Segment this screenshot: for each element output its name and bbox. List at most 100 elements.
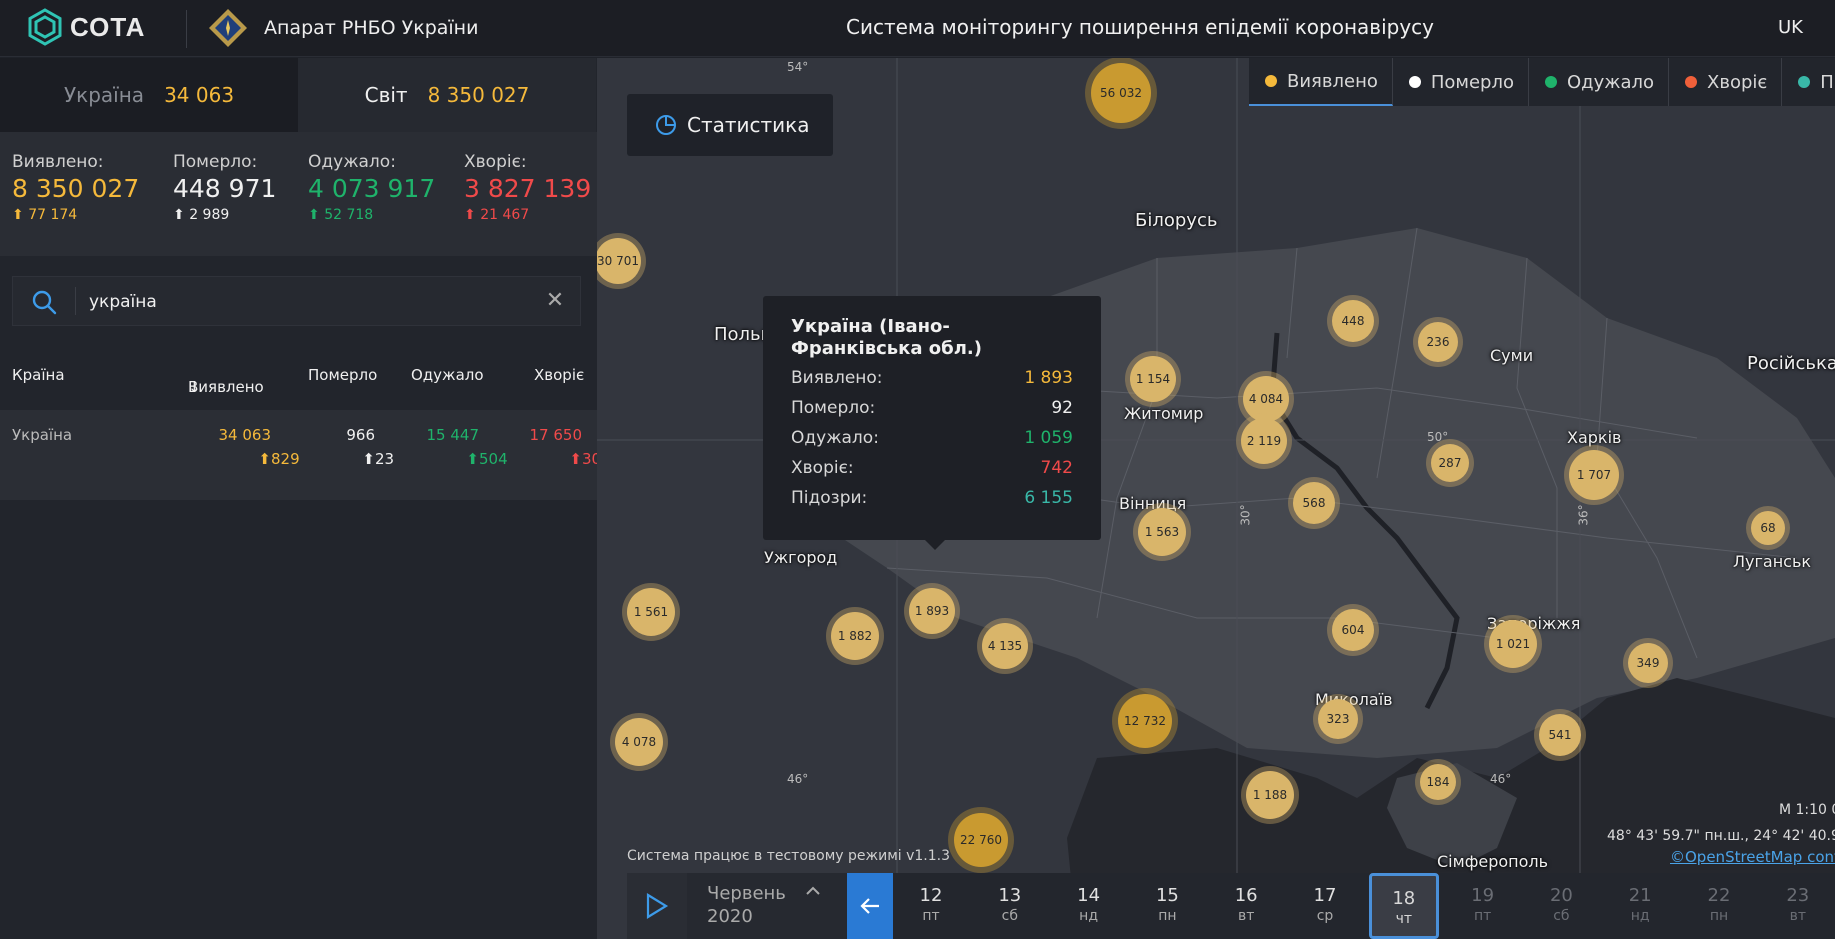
col-country[interactable]: Країна <box>12 366 65 384</box>
day-weekday: вт <box>1237 908 1255 924</box>
cluster-bubble[interactable]: 287 <box>1431 444 1469 482</box>
cluster-bubble[interactable]: 1 561 <box>627 588 675 636</box>
cluster-bubble[interactable]: 4 084 <box>1243 376 1289 422</box>
tooltip-label: Підозри: <box>791 488 868 508</box>
legend-dot <box>1798 76 1811 88</box>
sota-logo-icon <box>28 8 62 46</box>
logo[interactable]: СОТА <box>26 8 145 46</box>
cluster-bubble-selected[interactable]: 1 893 <box>909 588 955 634</box>
col-recovered[interactable]: Одужало <box>411 366 484 384</box>
row-deaths-delta-value: 23 <box>375 450 395 468</box>
day-number: 22 <box>1707 885 1731 906</box>
tooltip-label: Одужало: <box>791 428 879 448</box>
tooltip-label: Виявлено: <box>791 368 883 388</box>
tab-ukraine[interactable]: Україна 34 063 <box>0 58 298 132</box>
clear-search-icon[interactable]: ✕ <box>545 288 565 313</box>
cluster-bubble[interactable]: 1 154 <box>1130 356 1176 402</box>
cluster-bubble[interactable]: 1 707 <box>1569 450 1619 500</box>
cluster-bubble[interactable]: 30 701 <box>597 238 641 284</box>
cluster-bubble[interactable]: 541 <box>1539 714 1581 756</box>
tooltip-label: Хворіє: <box>791 458 854 478</box>
month-selector[interactable]: Червень 2020 <box>687 873 847 939</box>
legend-confirmed[interactable]: Виявлено <box>1249 58 1393 106</box>
day-12[interactable]: 12 пт <box>896 873 966 939</box>
map-scale: М 1:10 0 <box>1779 802 1835 818</box>
total-deaths-delta-value: 2 989 <box>189 207 230 223</box>
legend-deaths-label: Померло <box>1430 71 1514 93</box>
day-13[interactable]: 13 сб <box>975 873 1045 939</box>
play-icon <box>646 893 669 919</box>
cluster-bubble[interactable]: 1 188 <box>1246 771 1294 819</box>
tooltip-value: 1 893 <box>1024 368 1073 388</box>
cluster-bubble[interactable]: 349 <box>1628 643 1668 683</box>
day-20[interactable]: 20 сб <box>1526 873 1596 939</box>
header-divider <box>186 10 187 48</box>
grid-label-30: 30° <box>1238 504 1253 526</box>
pie-chart-icon <box>656 115 676 135</box>
statistics-button[interactable]: Статистика <box>627 94 833 156</box>
table-header: Країна Виявлено ↓ Померло Одужало Хворіє <box>0 354 597 404</box>
legend-sick[interactable]: Хворіє <box>1669 58 1783 106</box>
row-country: Україна <box>12 426 73 444</box>
legend-deaths[interactable]: Померло <box>1393 58 1529 106</box>
day-18[interactable]: 18 чт <box>1368 873 1439 939</box>
total-deaths-value: 448 971 <box>173 174 277 203</box>
day-23[interactable]: 23 вт <box>1763 873 1833 939</box>
cluster-bubble[interactable]: 236 <box>1418 322 1458 362</box>
cluster-bubble[interactable]: 448 <box>1332 300 1374 342</box>
cluster-bubble[interactable]: 68 <box>1751 511 1785 545</box>
search-input[interactable] <box>89 287 529 317</box>
total-confirmed-delta-value: 77 174 <box>28 207 78 223</box>
day-weekday: ср <box>1316 908 1334 924</box>
legend-suspected-label: Підо <box>1820 71 1835 93</box>
tooltip-title: Україна (Івано-Франківська обл.) <box>791 316 982 359</box>
total-recovered-delta-value: 52 718 <box>324 207 374 223</box>
osm-attribution-link[interactable]: ©OpenStreetMap contr <box>1670 848 1835 866</box>
map-view[interactable]: Статистика Виявлено Померло Одужало Хвор… <box>597 58 1835 939</box>
day-22[interactable]: 22 пн <box>1684 873 1754 939</box>
cluster-bubble[interactable]: 22 760 <box>954 813 1008 867</box>
previous-day-button[interactable] <box>847 873 893 939</box>
col-deaths[interactable]: Померло <box>308 366 378 384</box>
cluster-bubble[interactable]: 56 032 <box>1091 63 1151 123</box>
total-recovered-value: 4 073 917 <box>308 174 436 203</box>
day-number: 15 <box>1155 885 1179 906</box>
total-confirmed-delta: ⬆ 77 174 <box>12 207 78 223</box>
cluster-bubble[interactable]: 4 135 <box>982 623 1028 669</box>
chevron-up-icon <box>806 886 820 895</box>
day-21[interactable]: 21 нд <box>1605 873 1675 939</box>
arrow-left-icon <box>860 898 879 914</box>
language-switch[interactable]: UK <box>1778 17 1803 38</box>
day-17[interactable]: 17 ср <box>1290 873 1360 939</box>
cluster-bubble[interactable]: 568 <box>1293 482 1335 524</box>
play-button[interactable] <box>627 873 687 939</box>
cluster-bubble[interactable]: 604 <box>1332 609 1374 651</box>
world-totals: Виявлено: 8 350 027 ⬆ 77 174 Померло: 44… <box>0 132 597 256</box>
legend-recovered[interactable]: Одужало <box>1529 58 1670 106</box>
cluster-bubble[interactable]: 1 021 <box>1489 620 1537 668</box>
cluster-bubble[interactable]: 2 119 <box>1241 418 1287 464</box>
day-15[interactable]: 15 пн <box>1132 873 1202 939</box>
legend-dot <box>1545 76 1557 88</box>
cluster-bubble[interactable]: 12 732 <box>1118 694 1172 748</box>
cluster-bubble[interactable]: 184 <box>1420 764 1456 800</box>
label-russia: Російська <box>1747 353 1835 374</box>
total-deaths-label: Померло: <box>173 152 258 172</box>
cluster-bubble[interactable]: 323 <box>1318 699 1358 739</box>
col-sick[interactable]: Хворіє <box>534 366 585 384</box>
cluster-bubble[interactable]: 4 078 <box>615 718 663 766</box>
tab-world[interactable]: Світ 8 350 027 <box>298 58 596 132</box>
day-19[interactable]: 19 пт <box>1448 873 1518 939</box>
legend-suspected[interactable]: Підо <box>1782 58 1835 106</box>
day-number: 17 <box>1313 885 1337 906</box>
cluster-bubble[interactable]: 1 882 <box>831 612 879 660</box>
day-16[interactable]: 16 вт <box>1211 873 1281 939</box>
cluster-bubble[interactable]: 1 563 <box>1138 508 1186 556</box>
row-deaths-delta: ⬆ 23 <box>362 450 395 468</box>
day-14[interactable]: 14 нд <box>1054 873 1124 939</box>
org-link[interactable]: Апарат РНБО України <box>208 8 478 48</box>
table-row[interactable]: Україна 34 063 ⬆ 829 966 ⬆ 23 15 447 ⬆ 5… <box>0 410 611 500</box>
total-confirmed-label: Виявлено: <box>12 152 104 172</box>
search-icon[interactable] <box>31 289 57 315</box>
row-sick: 17 650 <box>529 426 583 444</box>
